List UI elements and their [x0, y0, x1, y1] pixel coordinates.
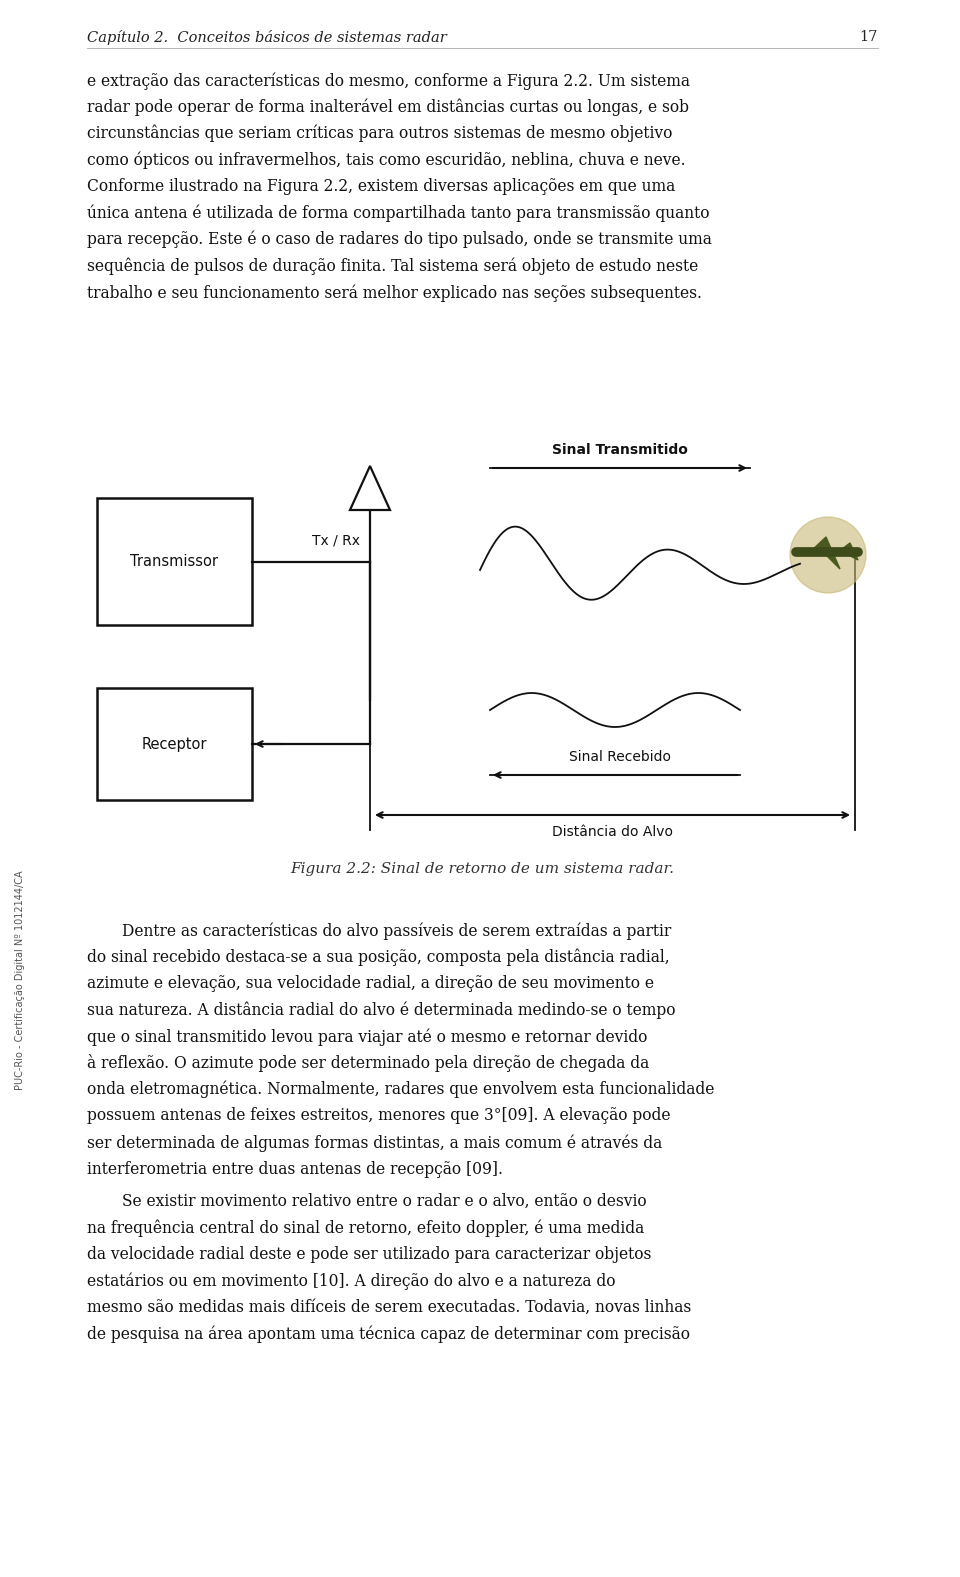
Text: sua natureza. A distância radial do alvo é determinada medindo-se o tempo: sua natureza. A distância radial do alvo…: [87, 1001, 676, 1019]
Text: Dentre as características do alvo passíveis de serem extraídas a partir: Dentre as características do alvo passív…: [122, 923, 671, 940]
Polygon shape: [810, 538, 840, 569]
Text: para recepção. Este é o caso de radares do tipo pulsado, onde se transmite uma: para recepção. Este é o caso de radares …: [87, 230, 712, 249]
Text: Sinal Transmitido: Sinal Transmitido: [552, 443, 688, 457]
Bar: [97, 688, 252, 800]
Text: da velocidade radial deste e pode ser utilizado para caracterizar objetos: da velocidade radial deste e pode ser ut…: [87, 1246, 652, 1263]
Text: 17: 17: [859, 30, 878, 44]
Text: Capítulo 2.  Conceitos básicos de sistemas radar: Capítulo 2. Conceitos básicos de sistema…: [87, 30, 446, 46]
Text: como ópticos ou infravermelhos, tais como escuridão, neblina, chuva e neve.: como ópticos ou infravermelhos, tais com…: [87, 151, 685, 169]
Polygon shape: [838, 542, 858, 560]
Text: mesmo são medidas mais difíceis de serem executadas. Todavia, novas linhas: mesmo são medidas mais difíceis de serem…: [87, 1299, 691, 1315]
Text: circunstâncias que seriam críticas para outros sistemas de mesmo objetivo: circunstâncias que seriam críticas para …: [87, 125, 672, 142]
Text: PUC-Rio - Certificação Digital Nº 1012144/CA: PUC-Rio - Certificação Digital Nº 101214…: [15, 871, 25, 1090]
Text: Figura 2.2: Sinal de retorno de um sistema radar.: Figura 2.2: Sinal de retorno de um siste…: [291, 863, 675, 875]
Text: única antena é utilizada de forma compartilhada tanto para transmissão quanto: única antena é utilizada de forma compar…: [87, 205, 709, 222]
Bar: [97, 498, 252, 624]
Text: ser determinada de algumas formas distintas, a mais comum é através da: ser determinada de algumas formas distin…: [87, 1134, 662, 1151]
Text: onda eletromagnética. Normalmente, radares que envolvem esta funcionalidade: onda eletromagnética. Normalmente, radar…: [87, 1080, 714, 1099]
Text: do sinal recebido destaca-se a sua posição, composta pela distância radial,: do sinal recebido destaca-se a sua posiç…: [87, 948, 670, 967]
Text: azimute e elevação, sua velocidade radial, a direção de seu movimento e: azimute e elevação, sua velocidade radia…: [87, 975, 654, 992]
Text: Tx / Rx: Tx / Rx: [312, 533, 360, 547]
Text: sequência de pulsos de duração finita. Tal sistema será objeto de estudo neste: sequência de pulsos de duração finita. T…: [87, 257, 698, 274]
Text: Distância do Alvo: Distância do Alvo: [552, 825, 673, 839]
Text: à reflexão. O azimute pode ser determinado pela direção de chegada da: à reflexão. O azimute pode ser determina…: [87, 1055, 649, 1072]
Text: na frequência central do sinal de retorno, efeito doppler, é uma medida: na frequência central do sinal de retorn…: [87, 1219, 644, 1236]
Text: possuem antenas de feixes estreitos, menores que 3°[09]. A elevação pode: possuem antenas de feixes estreitos, men…: [87, 1107, 670, 1124]
Text: interferometria entre duas antenas de recepção [09].: interferometria entre duas antenas de re…: [87, 1161, 503, 1178]
Text: e extração das características do mesmo, conforme a Figura 2.2. Um sistema: e extração das características do mesmo,…: [87, 73, 690, 90]
Circle shape: [790, 517, 866, 593]
Text: estatários ou em movimento [10]. A direção do alvo e a natureza do: estatários ou em movimento [10]. A direç…: [87, 1273, 615, 1290]
Text: trabalho e seu funcionamento será melhor explicado nas seções subsequentes.: trabalho e seu funcionamento será melhor…: [87, 284, 702, 301]
Text: radar pode operar de forma inalterável em distâncias curtas ou longas, e sob: radar pode operar de forma inalterável e…: [87, 98, 689, 117]
Polygon shape: [350, 465, 390, 509]
Text: de pesquisa na área apontam uma técnica capaz de determinar com precisão: de pesquisa na área apontam uma técnica …: [87, 1326, 690, 1344]
Text: que o sinal transmitido levou para viajar até o mesmo e retornar devido: que o sinal transmitido levou para viaja…: [87, 1028, 647, 1046]
Text: Conforme ilustrado na Figura 2.2, existem diversas aplicações em que uma: Conforme ilustrado na Figura 2.2, existe…: [87, 178, 675, 196]
Text: Se existir movimento relativo entre o radar e o alvo, então o desvio: Se existir movimento relativo entre o ra…: [122, 1192, 647, 1210]
Text: Receptor: Receptor: [142, 736, 207, 752]
Text: Transmissor: Transmissor: [131, 554, 219, 569]
Text: Sinal Recebido: Sinal Recebido: [569, 751, 671, 763]
